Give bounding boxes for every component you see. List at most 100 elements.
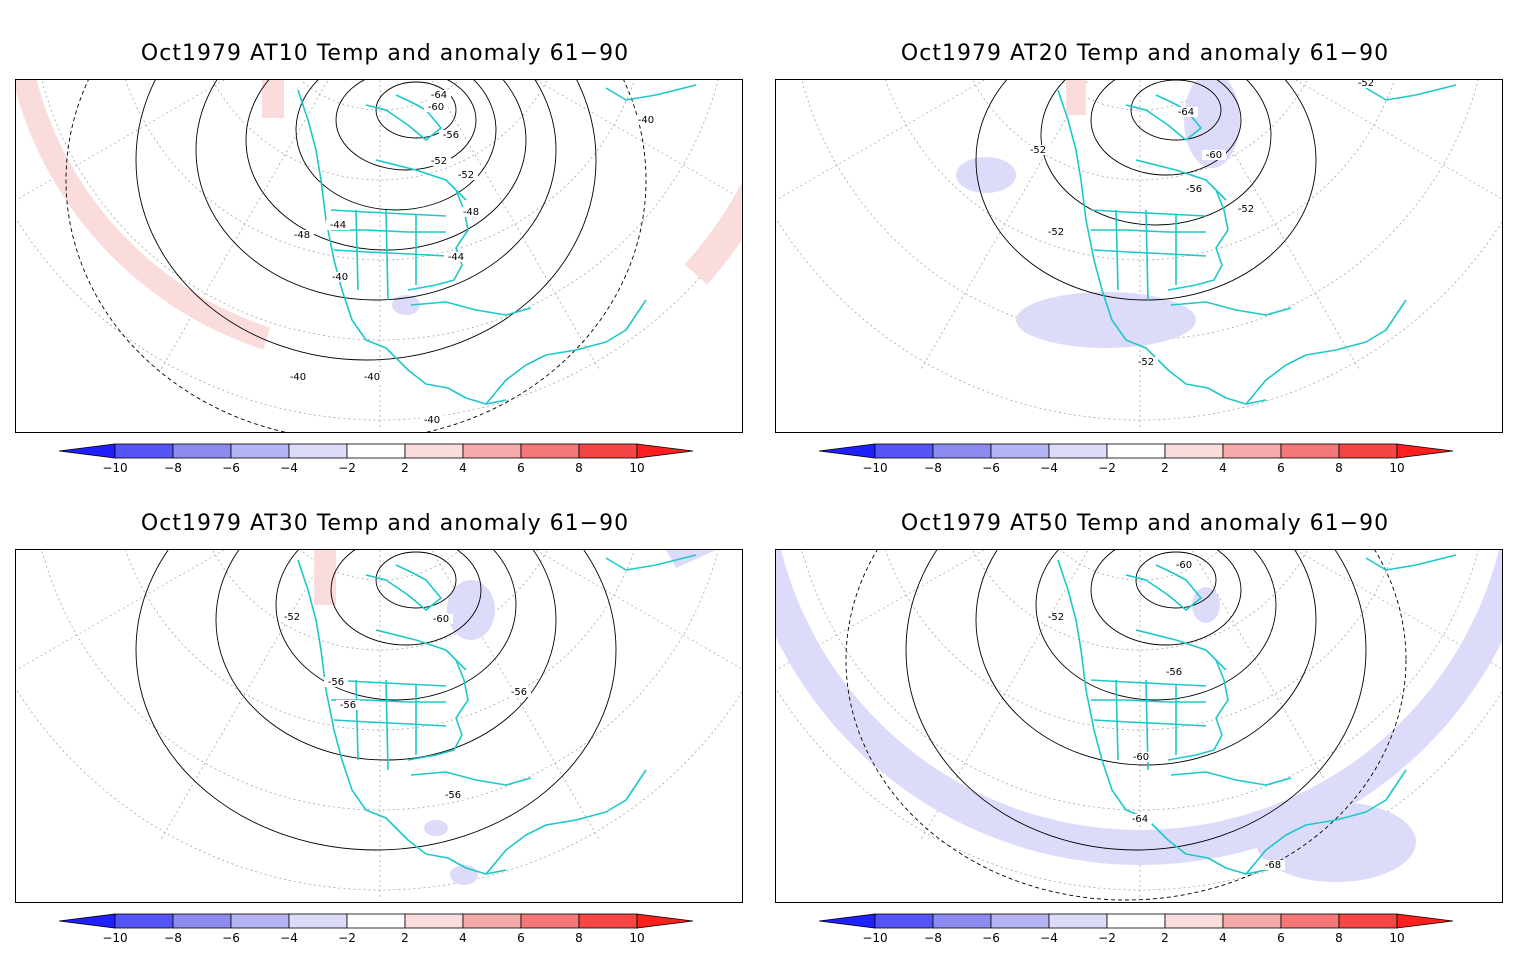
colorbar-segment [520,913,580,929]
colorbar-left-arrow [819,443,876,459]
contour-label: -68 [1265,860,1281,871]
colorbar-segment [462,913,522,929]
colorbar-tick-label: 6 [1277,931,1285,945]
colorbar-tick-label: −4 [1040,931,1058,945]
contour-label: -40 [290,372,306,383]
contour-label: -60 [1133,752,1149,763]
colorbar-tick-label: −8 [924,931,942,945]
panel-title: Oct1979 AT20 Temp and anomaly 61−90 [900,41,1390,66]
cool-anomaly-band [776,550,1502,865]
colorbar-segment [874,443,934,459]
contour-label: -64 [1178,107,1194,118]
graticule [16,550,742,900]
cool-anomaly-patch [1184,80,1240,168]
colorbar-tick-label: 10 [629,931,644,945]
cool-anomaly-patch [447,580,495,640]
colorbar-tick-label: −6 [982,461,1000,475]
colorbar-segment [520,443,580,459]
cool-anomaly-patch [666,550,716,568]
colorbar-left-arrow [59,913,116,929]
colorbar-tick-label: −2 [338,461,356,475]
colorbar: −10 −8 −6 −4 −2 2 4 6 8 10 [59,913,694,945]
colorbar-segment [1164,913,1224,929]
cool-anomaly-patch [450,865,478,885]
colorbar-tick-label: −10 [102,931,127,945]
colorbar-segment [1338,443,1398,459]
colorbar-segment [578,913,638,929]
map-at30: -60 -52 -56 -56 -56 -56 [15,549,743,903]
colorbar-tick-label: 10 [1389,461,1404,475]
colorbar-left-arrow [59,443,116,459]
colorbar-segment [932,443,992,459]
colorbar-tick-label: −2 [1098,931,1116,945]
colorbar: −10 −8 −6 −4 −2 2 4 6 8 10 [819,913,1454,945]
contour-label: -44 [448,252,464,263]
colorbar-segment [172,913,232,929]
colorbar-tick-label: 10 [629,461,644,475]
colorbar-segment [1280,913,1340,929]
contour-label: -40 [424,415,440,426]
colorbar-segment [1048,443,1108,459]
colorbar-tick-label: 2 [1161,931,1169,945]
panel-title: Oct1979 AT30 Temp and anomaly 61−90 [140,511,630,536]
map-at20: -64 -60 -56 -52 -52 -52 -52 -52 [775,79,1503,433]
colorbar-tick-label: −8 [164,461,182,475]
colorbar-segment [1106,443,1166,459]
contour-label: -40 [638,115,654,126]
colorbar-tick-label: 10 [1389,931,1404,945]
colorbar-tick-label: 4 [459,931,467,945]
map-svg: -64 -60 -56 -52 -52 -52 -52 -52 [776,80,1502,430]
colorbar-segment [932,913,992,929]
contour-label: -64 [431,90,447,101]
colorbar-segment [990,913,1050,929]
contour-label: -52 [431,156,447,167]
cool-anomaly-patch [392,295,420,315]
colorbar-right-arrow [636,443,694,459]
contour-label: -56 [1166,667,1182,678]
cool-anomaly-patch [424,820,448,836]
coastlines [1057,554,1457,875]
colorbar-segment [578,443,638,459]
contour-label: -52 [1138,357,1154,368]
contour-label: -52 [458,170,474,181]
colorbar-segment [1106,913,1166,929]
contour-label: -56 [443,130,459,141]
colorbar-tick-label: −6 [222,461,240,475]
panel-at20: Oct1979 AT20 Temp and anomaly 61−90 -64 -… [775,37,1515,497]
colorbar-tick-label: 6 [517,931,525,945]
contour-label: -52 [284,612,300,623]
coastlines [297,554,697,875]
colorbar-segment [1048,913,1108,929]
warm-anomaly-band [684,182,742,285]
colorbar-segment [462,443,522,459]
temperature-contours [135,550,617,851]
coastlines [297,84,697,405]
cool-anomaly-patch [956,157,1016,193]
contour-label: -52 [1238,204,1254,215]
contour-label: -60 [433,614,449,625]
colorbar-segment [172,443,232,459]
colorbar-segment [874,913,934,929]
map-svg: -60 -52 -56 -56 -56 -56 [16,550,742,900]
cool-anomaly-patch [1256,802,1416,882]
colorbar: −10 −8 −6 −4 −2 2 4 6 8 10 [819,443,1454,475]
colorbar-tick-label: 8 [575,931,583,945]
contour-label: -56 [1186,184,1202,195]
contour-label: -40 [332,272,348,283]
colorbar-segment [990,443,1050,459]
colorbar-segment [288,443,348,459]
map-at10: -64 -60 -56 -52 -52 -48 -48 -44 -44 -40 -40 -40 -40 -… [15,79,743,433]
panel-title: Oct1979 AT50 Temp and anomaly 61−90 [900,511,1390,536]
colorbar-right-arrow [1396,443,1454,459]
colorbar-tick-label: 6 [517,461,525,475]
colorbar-tick-label: 4 [1219,461,1227,475]
contour-label: -56 [328,677,344,688]
colorbar-tick-label: 2 [401,461,409,475]
colorbar-segment [1222,443,1282,459]
warm-anomaly-patch [1066,80,1086,115]
colorbar-tick-label: −8 [164,931,182,945]
colorbar-tick-label: 2 [1161,461,1169,475]
contour-label: -60 [1206,150,1222,161]
colorbar-tick-label: −8 [924,461,942,475]
warm-anomaly-band [16,80,271,350]
